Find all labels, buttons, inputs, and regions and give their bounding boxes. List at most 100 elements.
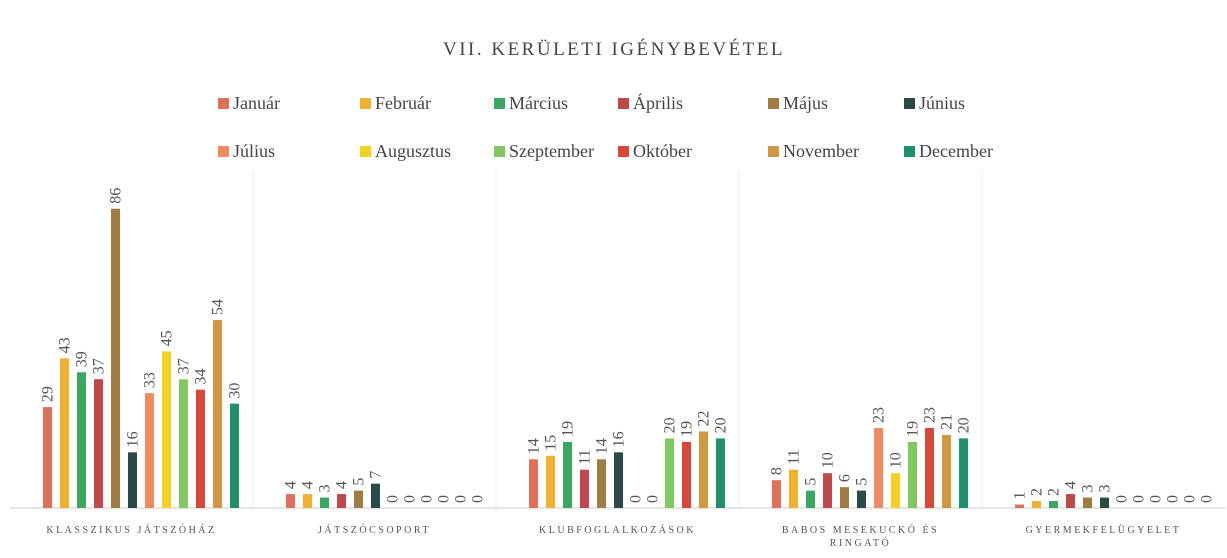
legend-label: November (783, 141, 859, 161)
data-label: 86 (108, 188, 125, 204)
data-label: 0 (1165, 495, 1182, 503)
bar (529, 459, 538, 508)
data-label: 37 (91, 358, 108, 374)
bar (196, 389, 205, 508)
data-label: 5 (803, 478, 820, 486)
bar (840, 487, 849, 508)
bar (563, 441, 572, 508)
bar (789, 469, 798, 508)
x-tick-label: KLUBFOGLALKOZÁSOK (539, 525, 696, 536)
data-label: 19 (560, 421, 577, 437)
data-label: 11 (786, 449, 803, 464)
bar (371, 483, 380, 508)
data-label: 8 (769, 467, 786, 475)
legend-swatch (618, 98, 629, 109)
data-label: 0 (436, 495, 453, 503)
x-tick-label: KLASSZIKUS JÁTSZÓHÁZ (46, 525, 217, 536)
legend-label: Szeptember (509, 141, 594, 161)
bar (354, 490, 363, 508)
bar (230, 403, 239, 508)
x-tick-label: GYERMEKFELÜGYELET (1025, 525, 1182, 536)
x-tick-label: BABOS MESEKUCKÓ ÉS RINGATÓ (781, 525, 940, 549)
legend-label: Március (509, 93, 568, 113)
legend-label: Július (233, 141, 275, 161)
bar (1066, 494, 1075, 508)
legend-swatch (768, 146, 779, 157)
data-label: 0 (1114, 495, 1131, 503)
x-tick-label: JÁTSZÓCSOPORT (317, 525, 432, 536)
legend-swatch (904, 146, 915, 157)
bar (959, 438, 968, 508)
bar (43, 407, 52, 508)
data-label: 4 (334, 481, 351, 489)
data-label: 16 (125, 431, 142, 447)
data-label: 6 (837, 474, 854, 482)
data-label: 0 (1199, 495, 1216, 503)
data-label: 0 (402, 495, 419, 503)
legend-swatch (218, 98, 229, 109)
bar (286, 494, 295, 508)
data-label: 14 (526, 438, 543, 454)
bar (665, 438, 674, 508)
data-label: 45 (159, 330, 176, 346)
data-label: 0 (628, 495, 645, 503)
bar (772, 480, 781, 508)
bar (1015, 504, 1024, 508)
bar (806, 490, 815, 508)
data-label: 0 (1182, 495, 1199, 503)
legend-label: Április (633, 92, 683, 113)
data-label: 20 (956, 417, 973, 433)
bar (1032, 501, 1041, 508)
data-label: 39 (74, 351, 91, 367)
bar (925, 427, 934, 508)
data-label: 3 (1097, 485, 1114, 493)
bar (128, 452, 137, 508)
bar (580, 469, 589, 508)
data-label: 0 (1131, 495, 1148, 503)
data-label: 54 (210, 299, 227, 315)
data-label: 4 (283, 481, 300, 489)
data-label: 0 (645, 495, 662, 503)
bar (682, 441, 691, 508)
legend-swatch (618, 146, 629, 157)
data-label: 5 (854, 478, 871, 486)
data-label: 20 (713, 417, 730, 433)
bar (874, 427, 883, 508)
bar (337, 494, 346, 508)
data-label: 7 (368, 471, 385, 479)
legend-swatch (360, 146, 371, 157)
legend-swatch (494, 146, 505, 157)
data-label: 14 (594, 438, 611, 454)
bar (823, 473, 832, 508)
legend-label: Augusztus (375, 141, 451, 161)
data-label: 23 (922, 407, 939, 423)
bar (908, 441, 917, 508)
data-label: 2 (1029, 488, 1046, 496)
data-label: 15 (543, 435, 560, 451)
data-label: 11 (577, 449, 594, 464)
data-label: 30 (227, 383, 244, 399)
bar (614, 452, 623, 508)
bar (213, 320, 222, 508)
data-label: 0 (470, 495, 487, 503)
data-label: 0 (453, 495, 470, 503)
data-label: 2 (1046, 488, 1063, 496)
legend-swatch (904, 98, 915, 109)
legend-label: Június (919, 93, 965, 113)
data-label: 23 (871, 407, 888, 423)
legend-label: Február (375, 93, 431, 113)
bar (597, 459, 606, 508)
data-label: 43 (57, 337, 74, 353)
bar (77, 372, 86, 508)
bar (60, 358, 69, 508)
data-label: 29 (40, 386, 57, 402)
bar (716, 438, 725, 508)
data-label: 20 (662, 417, 679, 433)
bar (145, 393, 154, 508)
data-label: 3 (1080, 485, 1097, 493)
legend-swatch (218, 146, 229, 157)
data-label: 0 (1148, 495, 1165, 503)
chart-title: VII. KERÜLETI IGÉNYBEVÉTEL (443, 38, 785, 60)
